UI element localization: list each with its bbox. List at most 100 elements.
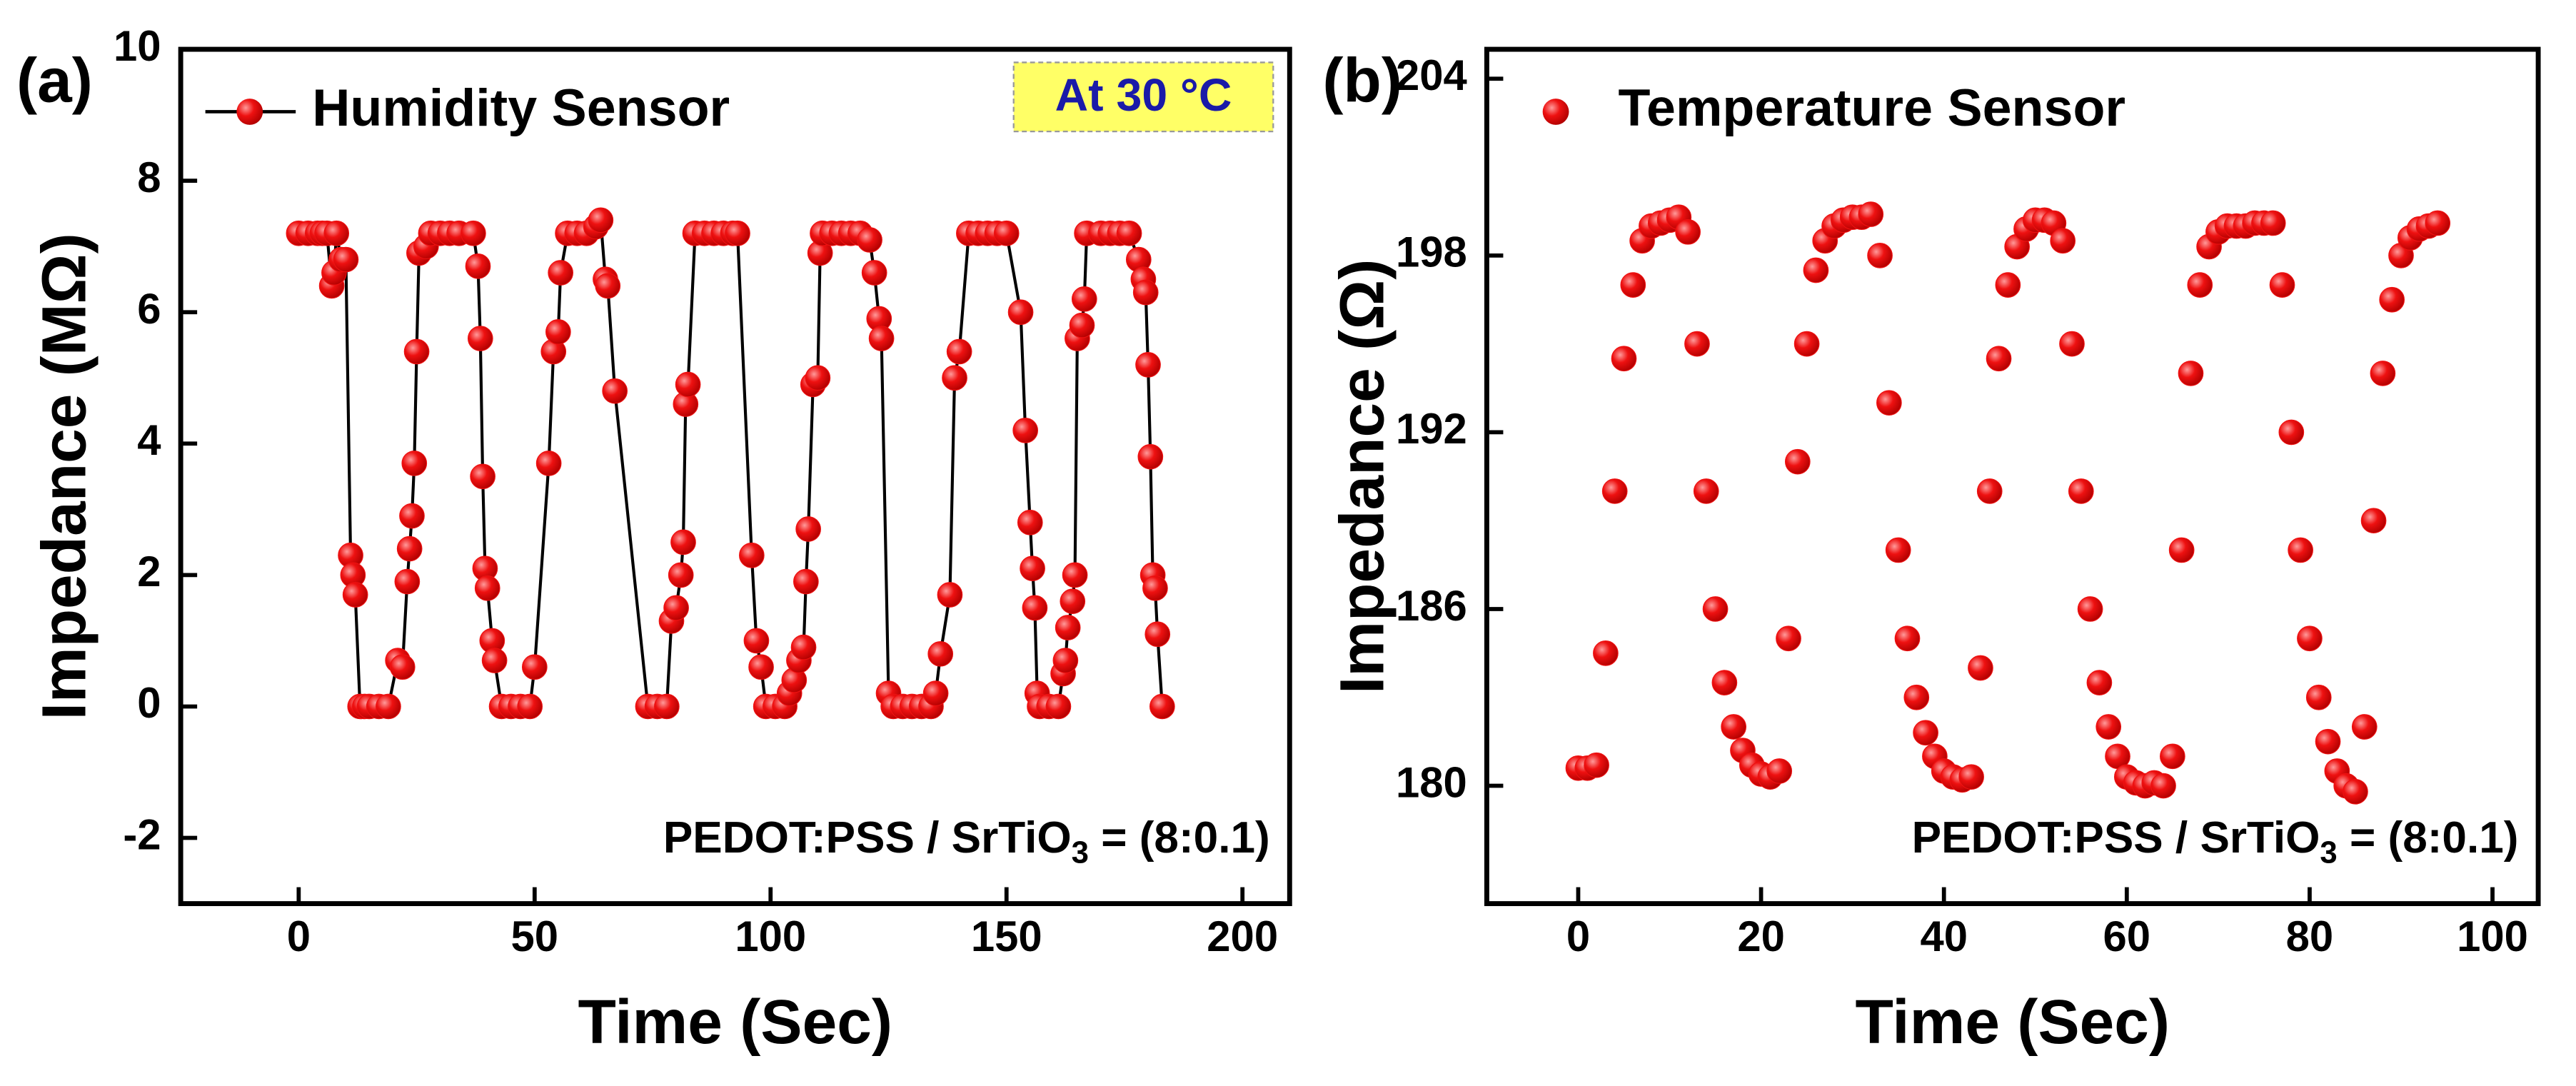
x-tick-label: 0	[1566, 912, 1590, 960]
data-point	[1803, 257, 1829, 283]
data-point	[481, 648, 508, 673]
y-tick-label: 0	[137, 679, 161, 727]
data-point	[922, 680, 949, 706]
data-point	[654, 693, 680, 720]
data-point	[2278, 419, 2305, 446]
data-point	[394, 568, 421, 595]
data-point	[2260, 210, 2286, 236]
data-point	[470, 463, 495, 490]
data-point	[2068, 478, 2094, 504]
data-point	[670, 529, 696, 555]
data-point	[1060, 588, 1086, 615]
data-point	[1132, 279, 1159, 306]
data-point	[1711, 670, 1738, 695]
data-point	[1017, 509, 1043, 536]
x-tick-label: 50	[511, 912, 559, 960]
data-point	[2360, 508, 2387, 534]
data-point	[1968, 655, 1993, 681]
data-point	[1858, 201, 1884, 227]
data-point	[1116, 220, 1142, 246]
data-point	[927, 640, 954, 667]
x-axis-label: Time (Sec)	[1855, 987, 2170, 1057]
data-point	[2288, 537, 2313, 563]
data-point	[2160, 743, 2185, 770]
data-point	[805, 365, 831, 391]
data-point	[1784, 448, 1811, 475]
data-point	[1611, 346, 1637, 372]
data-point	[1702, 596, 1729, 622]
data-point	[857, 227, 882, 253]
data-point	[725, 220, 750, 246]
data-point	[739, 542, 765, 568]
data-point	[2077, 596, 2103, 622]
badge-bg	[1012, 61, 1274, 133]
data-point	[2050, 228, 2076, 254]
legend-marker	[236, 99, 263, 125]
data-point	[2187, 272, 2213, 298]
data-point	[333, 246, 359, 273]
data-point	[2269, 272, 2295, 298]
axes-frame	[1484, 46, 2541, 907]
data-point	[1958, 764, 1984, 790]
data-point	[1684, 331, 1710, 357]
data-point	[461, 220, 486, 246]
data-point	[2168, 537, 2195, 563]
data-point	[1149, 693, 1175, 720]
annotation-part: 3	[1072, 835, 1089, 870]
annotation-part: PEDOT:PSS / SrTiO	[1912, 814, 2320, 863]
y-tick-label: 10	[114, 22, 161, 70]
data-point	[548, 260, 573, 286]
y-tick-label: 8	[137, 154, 161, 201]
x-tick-label: 200	[1207, 912, 1278, 960]
data-point	[2086, 670, 2113, 695]
x-tick-label: 100	[2457, 912, 2528, 960]
panel: 0 50 100 150 200 -2 0 2 4 6 8 10 Time (Sec) Impedance…	[16, 22, 1292, 1057]
y-tick-label: 186	[1396, 582, 1467, 630]
y-tick-label: 204	[1396, 51, 1467, 99]
panel-label: (a)	[16, 46, 93, 116]
data-point	[1045, 693, 1072, 720]
x-tick-label: 0	[287, 912, 311, 960]
plot-area	[286, 207, 1175, 720]
y-tick-label: 2	[137, 548, 161, 595]
data-point	[1062, 562, 1088, 588]
y-axis-label: Impedance (Ω)	[1327, 259, 1397, 694]
data-point	[389, 654, 416, 680]
data-point	[1894, 625, 1921, 652]
y-axis-label: Impedance (MΩ)	[29, 233, 99, 720]
panel-label: (b)	[1322, 46, 1402, 116]
x-tick-label: 40	[1920, 912, 1968, 960]
axes-frame	[178, 46, 1292, 907]
data-point	[1867, 243, 1893, 268]
data-point	[323, 220, 350, 246]
y-tick-label: 6	[137, 285, 161, 333]
data-point	[2095, 714, 2122, 740]
data-point	[535, 451, 562, 476]
data-point	[1793, 331, 1820, 357]
data-point	[399, 503, 425, 529]
panel: 0 20 40 60 80 100 180 186 192 198 204 Time (Sec) Imp…	[1322, 46, 2541, 1057]
x-tick-label: 80	[2286, 912, 2334, 960]
data-point	[2370, 361, 2396, 386]
data-point	[401, 451, 428, 476]
data-point	[1986, 346, 2012, 372]
data-point	[1601, 478, 1628, 504]
data-point	[1995, 272, 2021, 298]
y-tick-label: 180	[1396, 758, 1467, 806]
data-point	[2297, 625, 2323, 652]
data-point	[467, 326, 493, 351]
data-point	[2305, 684, 2332, 710]
data-point	[748, 654, 774, 680]
data-point	[595, 273, 621, 299]
data-point	[1976, 478, 2003, 504]
data-point	[1876, 390, 1902, 416]
data-point	[521, 654, 548, 680]
annotation-part: 3	[2320, 835, 2337, 870]
data-point	[1903, 684, 1930, 710]
y-tick-label: 4	[137, 416, 161, 464]
data-point	[342, 582, 368, 608]
badge: At 30 °C	[1055, 69, 1232, 121]
data-point	[2351, 714, 2378, 740]
x-tick-label: 60	[2103, 912, 2151, 960]
